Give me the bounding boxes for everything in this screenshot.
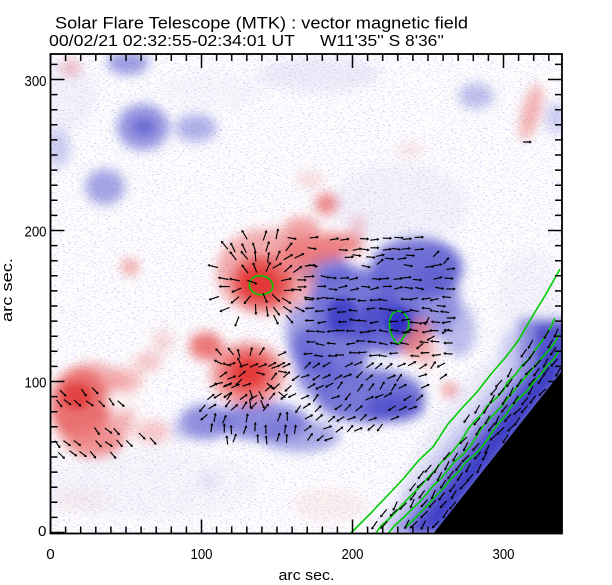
svg-text:arc sec.: arc sec. xyxy=(0,258,16,322)
svg-text:arc sec.: arc sec. xyxy=(279,567,335,584)
svg-text:0: 0 xyxy=(46,546,54,563)
svg-text:100: 100 xyxy=(25,375,47,392)
svg-text:200: 200 xyxy=(25,224,47,241)
svg-text:200: 200 xyxy=(342,546,364,563)
svg-text:00/02/21 02:32:55-02:34:01 UT: 00/02/21 02:32:55-02:34:01 UT xyxy=(49,33,295,50)
svg-text:Solar Flare Telescope (MTK) :: Solar Flare Telescope (MTK) : vector mag… xyxy=(55,15,468,33)
svg-text:100: 100 xyxy=(191,546,213,563)
svg-text:0: 0 xyxy=(38,523,46,540)
svg-text:W11'35'' S 8'36'': W11'35'' S 8'36'' xyxy=(320,33,444,50)
svg-text:300: 300 xyxy=(25,73,47,90)
svg-text:300: 300 xyxy=(493,546,515,563)
